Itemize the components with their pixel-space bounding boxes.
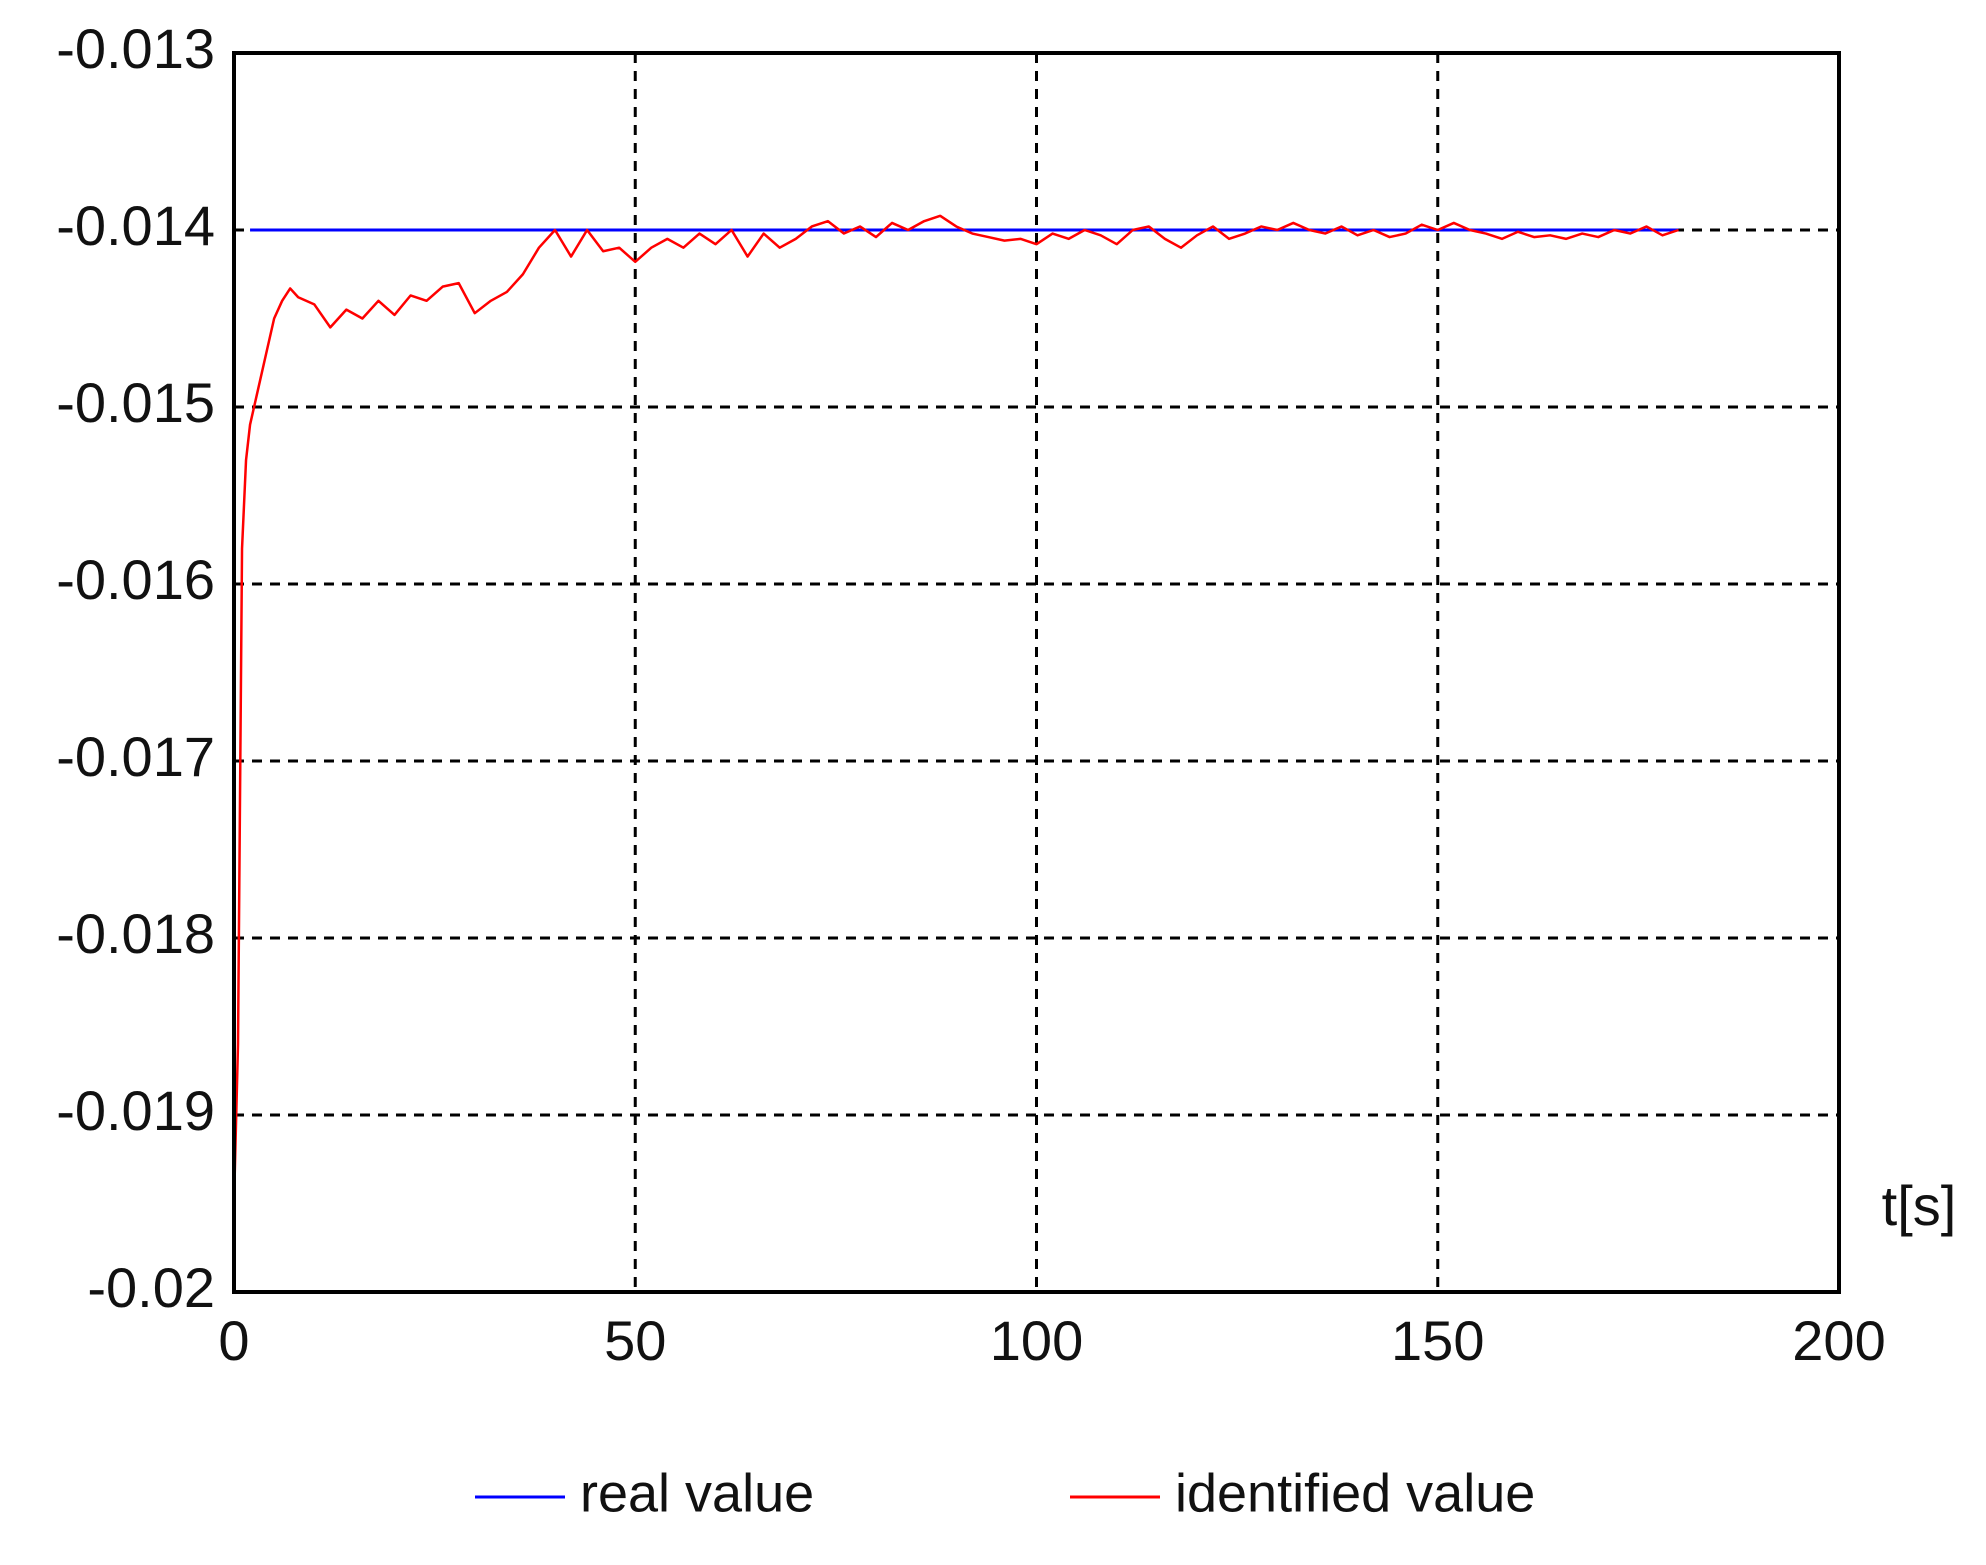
x-tick-label: 0 xyxy=(218,1309,249,1372)
x-axis-label: t[s] xyxy=(1882,1174,1957,1237)
legend-label: identified value xyxy=(1175,1463,1535,1523)
data-line xyxy=(232,214,1679,1204)
x-tick-label: 200 xyxy=(1792,1309,1885,1372)
x-tick-label: 50 xyxy=(604,1309,666,1372)
y-tick-label: -0.017 xyxy=(56,725,215,788)
y-tick-label: -0.016 xyxy=(56,548,215,611)
y-tick-label: -0.015 xyxy=(56,371,215,434)
y-tick-label: -0.014 xyxy=(56,194,215,257)
x-tick-label: 150 xyxy=(1391,1309,1484,1372)
legend-label: real value xyxy=(580,1463,814,1523)
y-tick-label: -0.019 xyxy=(56,1079,215,1142)
plot-frame xyxy=(232,51,1841,1294)
x-tick-label: 100 xyxy=(990,1309,1083,1372)
y-tick-label: -0.018 xyxy=(56,902,215,965)
y-tick-label: -0.02 xyxy=(87,1256,215,1319)
y-tick-label: -0.013 xyxy=(56,17,215,80)
